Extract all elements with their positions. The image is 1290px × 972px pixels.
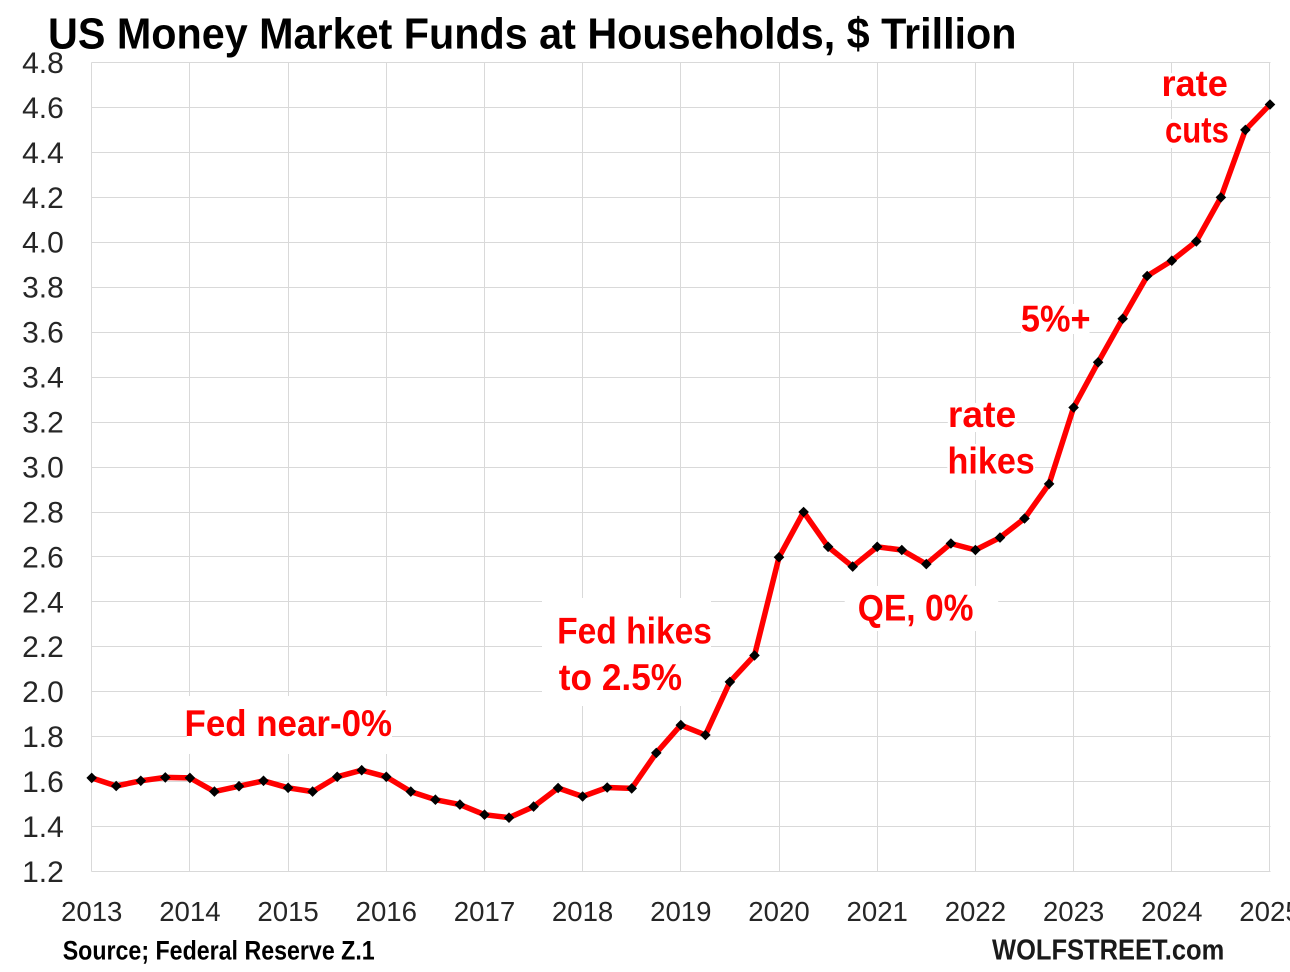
svg-text:rate: rate bbox=[948, 394, 1016, 435]
svg-text:Fed near-0%: Fed near-0% bbox=[185, 703, 393, 744]
svg-text:2024: 2024 bbox=[1141, 896, 1202, 927]
svg-text:2.8: 2.8 bbox=[22, 496, 64, 529]
svg-text:2.4: 2.4 bbox=[22, 586, 64, 619]
svg-text:2022: 2022 bbox=[945, 896, 1006, 927]
svg-text:1.6: 1.6 bbox=[22, 766, 64, 799]
svg-text:to 2.5%: to 2.5% bbox=[559, 657, 682, 698]
svg-text:3.2: 3.2 bbox=[22, 407, 64, 440]
svg-text:5%+: 5%+ bbox=[1021, 299, 1091, 340]
svg-text:2021: 2021 bbox=[847, 896, 908, 927]
svg-text:3.6: 3.6 bbox=[22, 317, 64, 350]
svg-text:4.6: 4.6 bbox=[22, 92, 64, 125]
svg-text:cuts: cuts bbox=[1165, 109, 1229, 150]
svg-text:WOLFSTREET.com: WOLFSTREET.com bbox=[992, 935, 1224, 967]
svg-text:rate: rate bbox=[1162, 63, 1228, 104]
svg-text:3.8: 3.8 bbox=[22, 272, 64, 305]
svg-text:US Money Market Funds at House: US Money Market Funds at Households, $ T… bbox=[48, 10, 1017, 59]
svg-text:2.6: 2.6 bbox=[22, 541, 64, 574]
svg-text:Source; Federal Reserve Z.1: Source; Federal Reserve Z.1 bbox=[63, 936, 375, 966]
svg-text:2.2: 2.2 bbox=[22, 631, 64, 664]
svg-text:2020: 2020 bbox=[748, 896, 809, 927]
svg-text:2015: 2015 bbox=[257, 896, 318, 927]
svg-text:1.2: 1.2 bbox=[22, 856, 64, 889]
svg-text:4.0: 4.0 bbox=[22, 227, 64, 260]
svg-text:4.2: 4.2 bbox=[22, 182, 64, 215]
svg-text:2023: 2023 bbox=[1043, 896, 1104, 927]
svg-text:1.8: 1.8 bbox=[22, 721, 64, 754]
svg-text:hikes: hikes bbox=[948, 441, 1035, 482]
svg-text:2025: 2025 bbox=[1239, 896, 1290, 927]
svg-text:Fed hikes: Fed hikes bbox=[557, 611, 712, 652]
svg-text:3.4: 3.4 bbox=[22, 362, 64, 395]
svg-text:4.8: 4.8 bbox=[22, 47, 64, 80]
svg-text:2017: 2017 bbox=[454, 896, 515, 927]
svg-text:2018: 2018 bbox=[552, 896, 613, 927]
svg-text:4.4: 4.4 bbox=[22, 137, 64, 170]
svg-text:2016: 2016 bbox=[356, 896, 417, 927]
svg-text:2014: 2014 bbox=[159, 896, 220, 927]
svg-text:2019: 2019 bbox=[650, 896, 711, 927]
svg-text:3.0: 3.0 bbox=[22, 451, 64, 484]
svg-text:QE, 0%: QE, 0% bbox=[858, 588, 974, 629]
svg-text:2013: 2013 bbox=[61, 896, 122, 927]
svg-text:1.4: 1.4 bbox=[22, 811, 64, 844]
svg-text:2.0: 2.0 bbox=[22, 676, 64, 709]
